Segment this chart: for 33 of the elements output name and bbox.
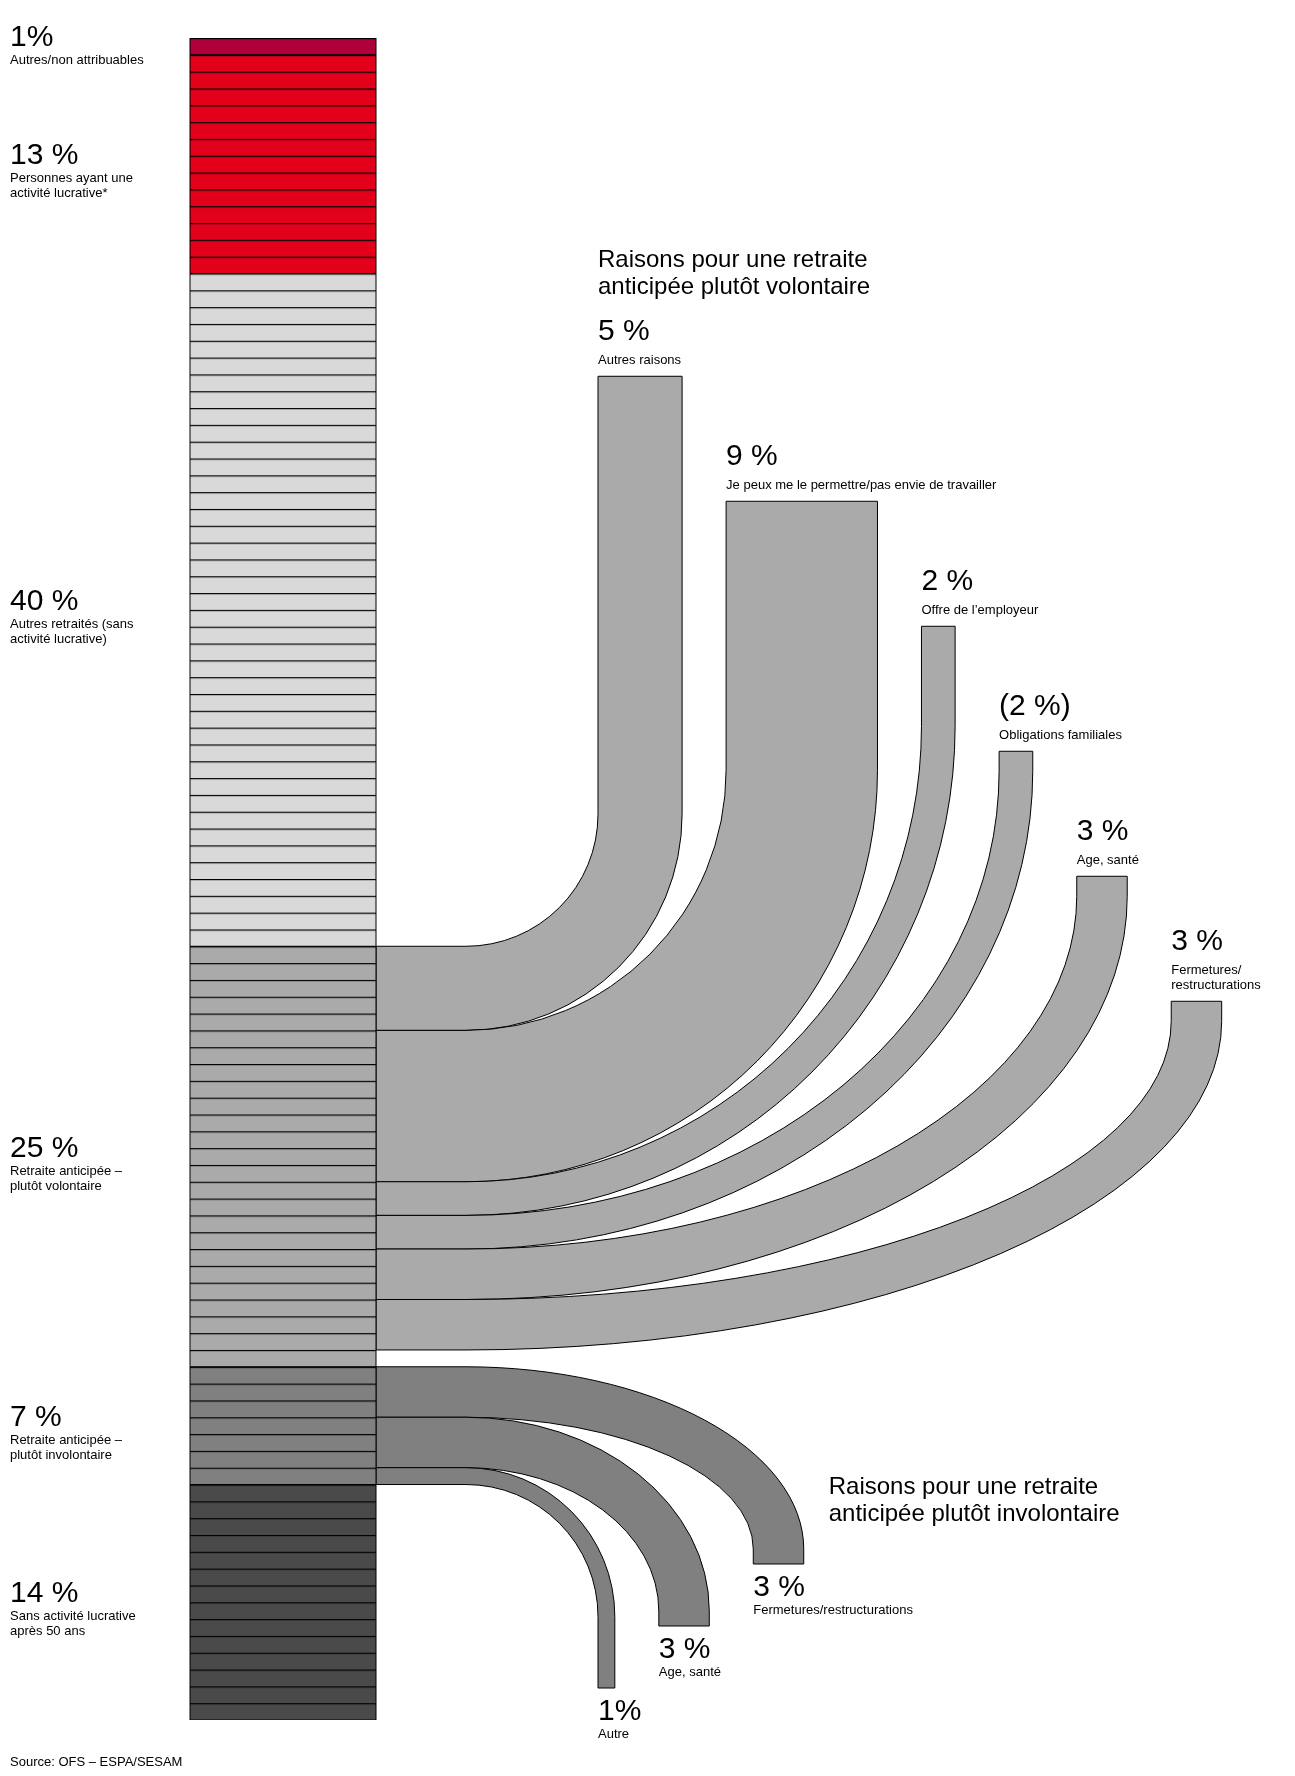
category-label: Offre de l’employeur bbox=[921, 602, 1039, 618]
data-label: 1% bbox=[10, 19, 54, 53]
data-label: 25 % bbox=[10, 1129, 79, 1163]
category-label: Personnes ayant une activité lucrative* bbox=[10, 170, 133, 201]
data-label: 2 % bbox=[921, 563, 974, 597]
data-label: 3 % bbox=[1171, 923, 1223, 957]
data-label: 14 % bbox=[10, 1575, 79, 1609]
category-label: Age, santé bbox=[1076, 852, 1139, 868]
source-note: Source: OFS – ESPA/SESAM bbox=[10, 1754, 183, 1769]
text: Raisons pour une retraite anticipée plutôt involontaire bbox=[828, 1472, 1120, 1526]
category-label: Fermetures/restructurations bbox=[1171, 962, 1262, 993]
category-label: Je peux me le permettre/pas envie de travailler bbox=[726, 477, 998, 493]
category-label: Age, santé bbox=[658, 1664, 721, 1679]
data-label: 9 % bbox=[726, 438, 778, 472]
category-label: Autre bbox=[598, 1726, 630, 1741]
text: Raisons pour une retraite anticipée plutôt volontaire bbox=[598, 245, 871, 300]
category-label: Sans activité lucrative après 50 ans bbox=[10, 1608, 136, 1639]
data-label: 3 % bbox=[1076, 813, 1129, 847]
category-label: Retraite anticipée – plutôt involontaire bbox=[10, 1431, 123, 1462]
data-label: 3 % bbox=[658, 1631, 711, 1664]
data-label: 3 % bbox=[753, 1569, 805, 1602]
category-label: Obligations familiales bbox=[999, 727, 1123, 743]
data-label: 1% bbox=[598, 1693, 642, 1726]
data-label: 7 % bbox=[10, 1398, 62, 1432]
category-label: Autres raisons bbox=[598, 352, 682, 368]
data-label: 40 % bbox=[10, 582, 79, 616]
category-label: Autres/non attribuables bbox=[10, 52, 145, 68]
data-label: (2 %) bbox=[999, 688, 1071, 722]
data-label: 5 % bbox=[598, 313, 650, 347]
category-label: Fermetures/restructurations bbox=[753, 1602, 914, 1617]
data-label: 13 % bbox=[10, 137, 79, 171]
category-label: Retraite anticipée – plutôt volontaire bbox=[10, 1162, 123, 1193]
category-label: Autres retraités (sans activité lucrative) bbox=[10, 615, 135, 646]
